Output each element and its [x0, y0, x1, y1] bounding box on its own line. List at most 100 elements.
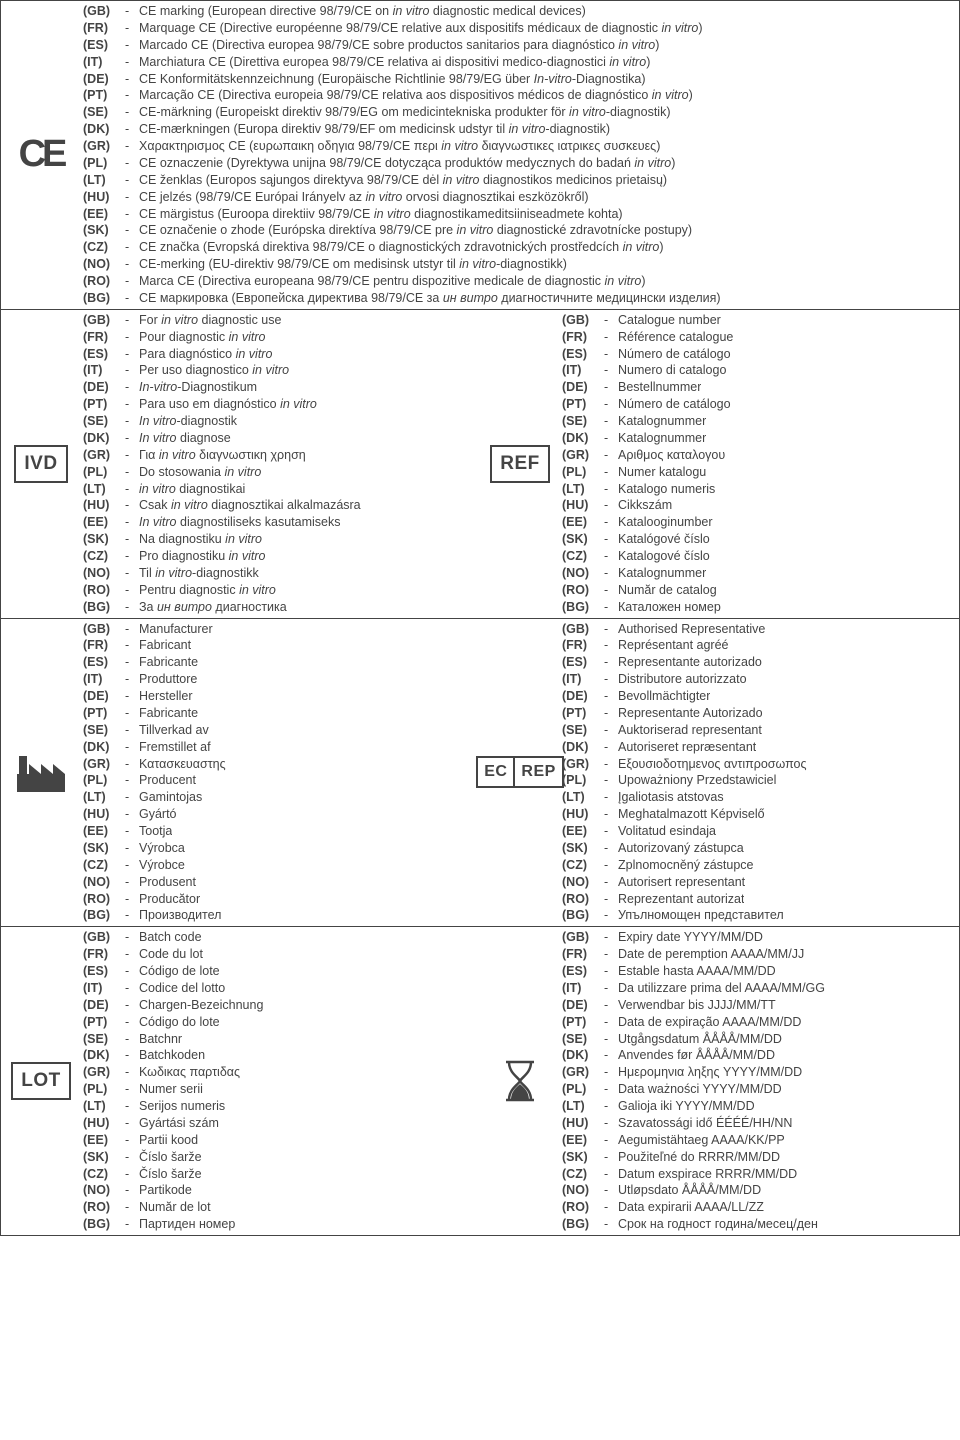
list-item: (DK)-Batchkoden: [83, 1047, 476, 1064]
list-item: (LT)-Serijos numeris: [83, 1098, 476, 1115]
translation-text: Χαρακτηρισμος CE (ευρωπαικη οδηγια 98/79…: [139, 138, 660, 155]
translation-text: Marcado CE (Directiva europea 98/79/CE s…: [139, 37, 659, 54]
translation-text: Distributore autorizzato: [618, 671, 747, 688]
translation-text: Αριθμος καταλογου: [618, 447, 725, 464]
translation-text: Για in vitro διαγνωστικη χρηση: [139, 447, 306, 464]
translation-text: Tillverkad av: [139, 722, 209, 739]
translation-text: Cikkszám: [618, 497, 672, 514]
list-item: (DK)-In vitro diagnose: [83, 430, 476, 447]
translation-text: In vitro-diagnostik: [139, 413, 237, 430]
translation-text: Katalognummer: [618, 430, 706, 447]
lang-code: (IT): [83, 980, 125, 997]
lang-code: (CZ): [83, 857, 125, 874]
lang-code: (SE): [562, 722, 604, 739]
translation-text: In vitro diagnose: [139, 430, 231, 447]
list-item: (GB)-Batch code: [83, 929, 476, 946]
lang-code: (RO): [83, 582, 125, 599]
translation-text: Срок на годност година/месец/ден: [618, 1216, 818, 1233]
lang-code: (ES): [562, 963, 604, 980]
list-item: (LT)-Įgaliotasis atstovas: [562, 789, 955, 806]
list-item: (PT)-Data de expiração AAAA/MM/DD: [562, 1014, 955, 1031]
list-item: (LT)-in vitro diagnostikai: [83, 481, 476, 498]
translation-text: Katalogo numeris: [618, 481, 715, 498]
lang-code: (BG): [83, 599, 125, 616]
translation-text: Partikode: [139, 1182, 192, 1199]
lang-code: (RO): [562, 891, 604, 908]
list-item: (ES)-Para diagnóstico in vitro: [83, 346, 476, 363]
translation-text: Aegumistähtaeg AAAA/KK/PP: [618, 1132, 785, 1149]
list-item: (SE)-CE-märkning (Europeiskt direktiv 98…: [83, 104, 955, 121]
list-item: (RO)-Marca CE (Directiva europeana 98/79…: [83, 273, 955, 290]
lang-code: (FR): [562, 946, 604, 963]
list-item: (LT)-Galioja iki YYYY/MM/DD: [562, 1098, 955, 1115]
translation-text: In-vitro-Diagnostikum: [139, 379, 257, 396]
ce-mark-icon: CE: [1, 1, 81, 309]
list-item: (BG)-За ин витро диагностика: [83, 599, 476, 616]
lang-code: (CZ): [83, 1166, 125, 1183]
lang-code: (FR): [83, 637, 125, 654]
list-item: (DE)-Chargen-Bezeichnung: [83, 997, 476, 1014]
lang-code: (RO): [562, 582, 604, 599]
translation-text: Produsent: [139, 874, 196, 891]
expiry-hourglass-icon: [480, 927, 560, 1235]
list-item: (NO)-Katalognummer: [562, 565, 955, 582]
translation-text: Каталожен номер: [618, 599, 721, 616]
lang-code: (PT): [83, 705, 125, 722]
list-item: (LT)-Katalogo numeris: [562, 481, 955, 498]
translation-text: Bevollmächtigter: [618, 688, 710, 705]
translation-text: Estable hasta AAAA/MM/DD: [618, 963, 776, 980]
translation-text: Număr de lot: [139, 1199, 211, 1216]
translation-text: Partii kood: [139, 1132, 198, 1149]
ce-list: (GB)-CE marking (European directive 98/7…: [81, 1, 959, 309]
list-item: (IT)-Codice del lotto: [83, 980, 476, 997]
lang-code: (SK): [562, 531, 604, 548]
translation-text: Tootja: [139, 823, 172, 840]
lang-code: (LT): [83, 481, 125, 498]
translation-text: Autorisert representant: [618, 874, 745, 891]
translation-text: Marca CE (Directiva europeana 98/79/CE p…: [139, 273, 646, 290]
list-item: (SK)-Použiteľné do RRRR/MM/DD: [562, 1149, 955, 1166]
translation-text: Reprezentant autorizat: [618, 891, 744, 908]
lang-code: (PL): [83, 772, 125, 789]
list-item: (GB)-Expiry date YYYY/MM/DD: [562, 929, 955, 946]
lang-code: (ES): [83, 37, 125, 54]
lang-code: (GB): [562, 929, 604, 946]
list-item: (PT)-Marcação CE (Directiva europeia 98/…: [83, 87, 955, 104]
list-item: (CZ)-Datum exspirace RRRR/MM/DD: [562, 1166, 955, 1183]
lang-code: (ES): [83, 963, 125, 980]
list-item: (PL)-Numer katalogu: [562, 464, 955, 481]
lang-code: (DK): [83, 430, 125, 447]
translation-text: Fremstillet af: [139, 739, 211, 756]
list-item: (GR)-Για in vitro διαγνωστικη χρηση: [83, 447, 476, 464]
lang-code: (LT): [83, 1098, 125, 1115]
translation-text: CE značka (Evropská direktiva 98/79/CE o…: [139, 239, 664, 256]
lang-code: (DK): [562, 739, 604, 756]
lang-code: (PT): [83, 396, 125, 413]
translation-text: Do stosowania in vitro: [139, 464, 261, 481]
lang-code: (SK): [83, 840, 125, 857]
lang-code: (GR): [562, 447, 604, 464]
translation-text: Data expirarii AAAA/LL/ZZ: [618, 1199, 764, 1216]
list-item: (NO)-Utløpsdato ÅÅÅÅ/MM/DD: [562, 1182, 955, 1199]
lang-code: (SK): [83, 222, 125, 239]
translation-text: Ημερομηνια ληξης YYYY/MM/DD: [618, 1064, 802, 1081]
list-item: (CZ)-CE značka (Evropská direktiva 98/79…: [83, 239, 955, 256]
translation-text: Meghatalmazott Képviselő: [618, 806, 765, 823]
translation-text: Para uso em diagnóstico in vitro: [139, 396, 317, 413]
list-item: (EE)-Tootja: [83, 823, 476, 840]
list-item: (EE)-Katalooginumber: [562, 514, 955, 531]
translation-text: За ин витро диагностика: [139, 599, 287, 616]
list-item: (SE)-Utgångsdatum ÅÅÅÅ/MM/DD: [562, 1031, 955, 1048]
lang-code: (LT): [562, 481, 604, 498]
lang-code: (DE): [562, 997, 604, 1014]
lang-code: (BG): [562, 907, 604, 924]
list-item: (ES)-Estable hasta AAAA/MM/DD: [562, 963, 955, 980]
lot-symbol-icon: LOT: [1, 927, 81, 1235]
lang-code: (FR): [562, 329, 604, 346]
list-item: (RO)-Data expirarii AAAA/LL/ZZ: [562, 1199, 955, 1216]
translation-text: CE märgistus (Euroopa direktiiv 98/79/CE…: [139, 206, 623, 223]
lang-code: (GB): [83, 929, 125, 946]
translation-text: Pro diagnostiku in vitro: [139, 548, 265, 565]
translation-text: Upoważniony Przedstawiciel: [618, 772, 776, 789]
translation-text: Katalognummer: [618, 565, 706, 582]
